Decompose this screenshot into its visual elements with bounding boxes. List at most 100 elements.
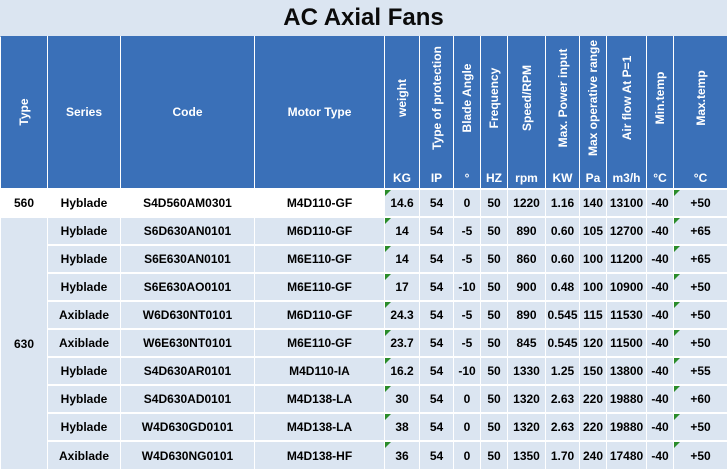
cell-flow[interactable]: 17480: [606, 440, 647, 469]
cell-tmax[interactable]: +65: [673, 216, 727, 245]
cell-ip[interactable]: 54: [419, 272, 454, 301]
cell-flow[interactable]: 12700: [606, 216, 647, 245]
cell-pa[interactable]: 140: [579, 188, 607, 217]
cell-weight[interactable]: 30: [384, 384, 420, 413]
cell-ip[interactable]: 54: [419, 328, 454, 357]
cell-tmin[interactable]: -40: [646, 328, 674, 357]
cell-tmin[interactable]: -40: [646, 216, 674, 245]
cell-series[interactable]: Hyblade: [47, 216, 121, 245]
cell-hz[interactable]: 50: [480, 244, 508, 273]
cell-rpm[interactable]: 845: [507, 328, 546, 357]
cell-rpm[interactable]: 1320: [507, 412, 546, 441]
cell-motor[interactable]: M6E110-GF: [254, 272, 385, 301]
cell-tmax[interactable]: +50: [673, 412, 727, 441]
cell-weight[interactable]: 36: [384, 440, 420, 469]
cell-kw[interactable]: 1.70: [545, 440, 580, 469]
cell-pa[interactable]: 115: [579, 300, 607, 329]
cell-series[interactable]: Hyblade: [47, 188, 121, 217]
cell-motor[interactable]: M6D110-GF: [254, 300, 385, 329]
cell-flow[interactable]: 13800: [606, 356, 647, 385]
cell-tmin[interactable]: -40: [646, 412, 674, 441]
cell-weight[interactable]: 24.3: [384, 300, 420, 329]
cell-tmax[interactable]: +50: [673, 328, 727, 357]
cell-kw[interactable]: 0.60: [545, 216, 580, 245]
cell-flow[interactable]: 13100: [606, 188, 647, 217]
cell-tmin[interactable]: -40: [646, 300, 674, 329]
cell-hz[interactable]: 50: [480, 216, 508, 245]
cell-tmax[interactable]: +60: [673, 384, 727, 413]
cell-rpm[interactable]: 1350: [507, 440, 546, 469]
cell-series[interactable]: Axiblade: [47, 440, 121, 469]
cell-ip[interactable]: 54: [419, 356, 454, 385]
cell-motor[interactable]: M4D138-HF: [254, 440, 385, 469]
cell-kw[interactable]: 0.545: [545, 300, 580, 329]
cell-tmax[interactable]: +50: [673, 440, 727, 469]
cell-motor[interactable]: M4D110-GF: [254, 188, 385, 217]
cell-tmin[interactable]: -40: [646, 188, 674, 217]
type-cell-630[interactable]: 630: [0, 216, 48, 469]
cell-motor[interactable]: M4D110-IA: [254, 356, 385, 385]
cell-weight[interactable]: 16.2: [384, 356, 420, 385]
cell-series[interactable]: Hyblade: [47, 272, 121, 301]
cell-series[interactable]: Hyblade: [47, 384, 121, 413]
cell-kw[interactable]: 1.16: [545, 188, 580, 217]
cell-tmin[interactable]: -40: [646, 440, 674, 469]
cell-motor[interactable]: M4D138-LA: [254, 412, 385, 441]
cell-series[interactable]: Hyblade: [47, 244, 121, 273]
cell-weight[interactable]: 14: [384, 244, 420, 273]
cell-code[interactable]: W6D630NT0101: [120, 300, 255, 329]
cell-ip[interactable]: 54: [419, 300, 454, 329]
cell-rpm[interactable]: 1220: [507, 188, 546, 217]
cell-angle[interactable]: 0: [453, 384, 481, 413]
cell-angle[interactable]: -10: [453, 272, 481, 301]
cell-pa[interactable]: 150: [579, 356, 607, 385]
cell-tmax[interactable]: +50: [673, 272, 727, 301]
cell-rpm[interactable]: 900: [507, 272, 546, 301]
cell-code[interactable]: S4D560AM0301: [120, 188, 255, 217]
cell-weight[interactable]: 14: [384, 216, 420, 245]
cell-tmin[interactable]: -40: [646, 244, 674, 273]
cell-series[interactable]: Axiblade: [47, 300, 121, 329]
cell-rpm[interactable]: 860: [507, 244, 546, 273]
cell-angle[interactable]: -10: [453, 356, 481, 385]
cell-rpm[interactable]: 1330: [507, 356, 546, 385]
cell-ip[interactable]: 54: [419, 244, 454, 273]
cell-tmin[interactable]: -40: [646, 384, 674, 413]
cell-ip[interactable]: 54: [419, 412, 454, 441]
cell-hz[interactable]: 50: [480, 356, 508, 385]
cell-series[interactable]: Hyblade: [47, 412, 121, 441]
cell-code[interactable]: W4D630NG0101: [120, 440, 255, 469]
cell-tmax[interactable]: +50: [673, 300, 727, 329]
cell-tmax[interactable]: +65: [673, 244, 727, 273]
cell-kw[interactable]: 2.63: [545, 412, 580, 441]
cell-kw[interactable]: 1.25: [545, 356, 580, 385]
cell-code[interactable]: S6E630AN0101: [120, 244, 255, 273]
cell-angle[interactable]: 0: [453, 188, 481, 217]
cell-weight[interactable]: 17: [384, 272, 420, 301]
cell-angle[interactable]: -5: [453, 328, 481, 357]
cell-rpm[interactable]: 890: [507, 300, 546, 329]
cell-series[interactable]: Axiblade: [47, 328, 121, 357]
cell-kw[interactable]: 0.60: [545, 244, 580, 273]
cell-flow[interactable]: 11200: [606, 244, 647, 273]
cell-ip[interactable]: 54: [419, 384, 454, 413]
cell-series[interactable]: Hyblade: [47, 356, 121, 385]
cell-code[interactable]: S6D630AN0101: [120, 216, 255, 245]
cell-hz[interactable]: 50: [480, 412, 508, 441]
cell-flow[interactable]: 11530: [606, 300, 647, 329]
cell-flow[interactable]: 11500: [606, 328, 647, 357]
cell-flow[interactable]: 10900: [606, 272, 647, 301]
cell-rpm[interactable]: 1320: [507, 384, 546, 413]
cell-flow[interactable]: 19880: [606, 384, 647, 413]
cell-angle[interactable]: -5: [453, 244, 481, 273]
cell-motor[interactable]: M4D138-LA: [254, 384, 385, 413]
cell-hz[interactable]: 50: [480, 384, 508, 413]
cell-motor[interactable]: M6E110-GF: [254, 244, 385, 273]
cell-kw[interactable]: 0.48: [545, 272, 580, 301]
cell-pa[interactable]: 220: [579, 384, 607, 413]
cell-hz[interactable]: 50: [480, 300, 508, 329]
cell-hz[interactable]: 50: [480, 188, 508, 217]
cell-pa[interactable]: 105: [579, 216, 607, 245]
cell-pa[interactable]: 100: [579, 272, 607, 301]
cell-angle[interactable]: -5: [453, 216, 481, 245]
